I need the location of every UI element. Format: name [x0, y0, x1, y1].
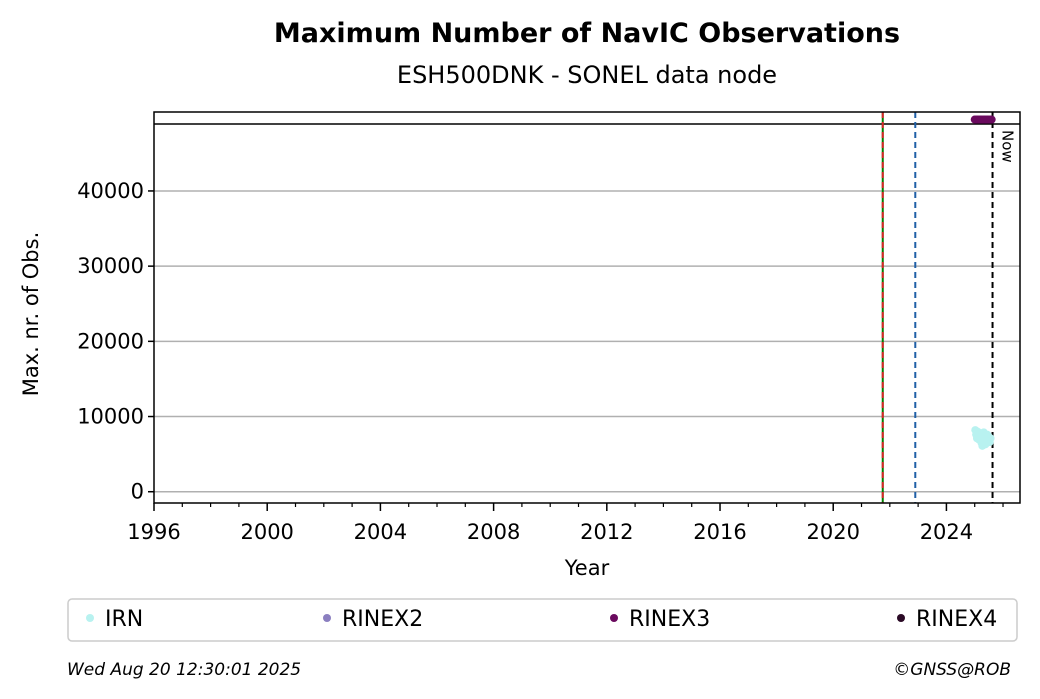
y-tick-label: 10000	[77, 405, 144, 429]
y-tick-label: 20000	[77, 329, 144, 353]
x-axis-label: Year	[564, 556, 610, 580]
y-tick-label: 30000	[77, 254, 144, 278]
x-tick-label: 2020	[806, 520, 859, 544]
footer-timestamp: Wed Aug 20 12:30:01 2025	[67, 660, 301, 680]
y-axis-label: Max. nr. of Obs.	[19, 232, 43, 397]
x-tick-label: 2012	[580, 520, 633, 544]
x-tick-label: 2000	[240, 520, 293, 544]
now-label: Now	[999, 130, 1017, 163]
plot-area: Now 0 10000 20000 30000 40000 1996 2000 2004 2008…	[77, 111, 1021, 544]
y-tick-label: 40000	[77, 179, 144, 203]
x-tick-label: 2024	[920, 520, 973, 544]
legend: IRN RINEX2 RINEX3 RINEX4	[67, 598, 1018, 642]
x-tick-label: 2016	[693, 520, 746, 544]
y-tick-label: 0	[131, 480, 144, 504]
data-point	[987, 115, 996, 124]
legend-box	[67, 598, 1018, 642]
legend-marker	[323, 614, 331, 622]
x-tick-label: 2008	[467, 520, 520, 544]
x-tick-label: 2004	[354, 520, 407, 544]
plot-frame	[153, 111, 1021, 504]
footer-credit: ©GNSS@ROB	[893, 660, 1011, 680]
legend-marker	[86, 614, 94, 622]
legend-label: IRN	[105, 607, 143, 632]
data-point	[986, 434, 995, 443]
legend-label: RINEX3	[629, 607, 710, 632]
chart-title: Maximum Number of NavIC Observations	[274, 18, 900, 49]
legend-marker	[897, 614, 905, 622]
legend-label: RINEX4	[916, 607, 997, 632]
legend-label: RINEX2	[342, 607, 423, 632]
chart-subtitle: ESH500DNK - SONEL data node	[397, 61, 777, 89]
x-tick-label: 1996	[127, 520, 180, 544]
legend-marker	[610, 614, 618, 622]
